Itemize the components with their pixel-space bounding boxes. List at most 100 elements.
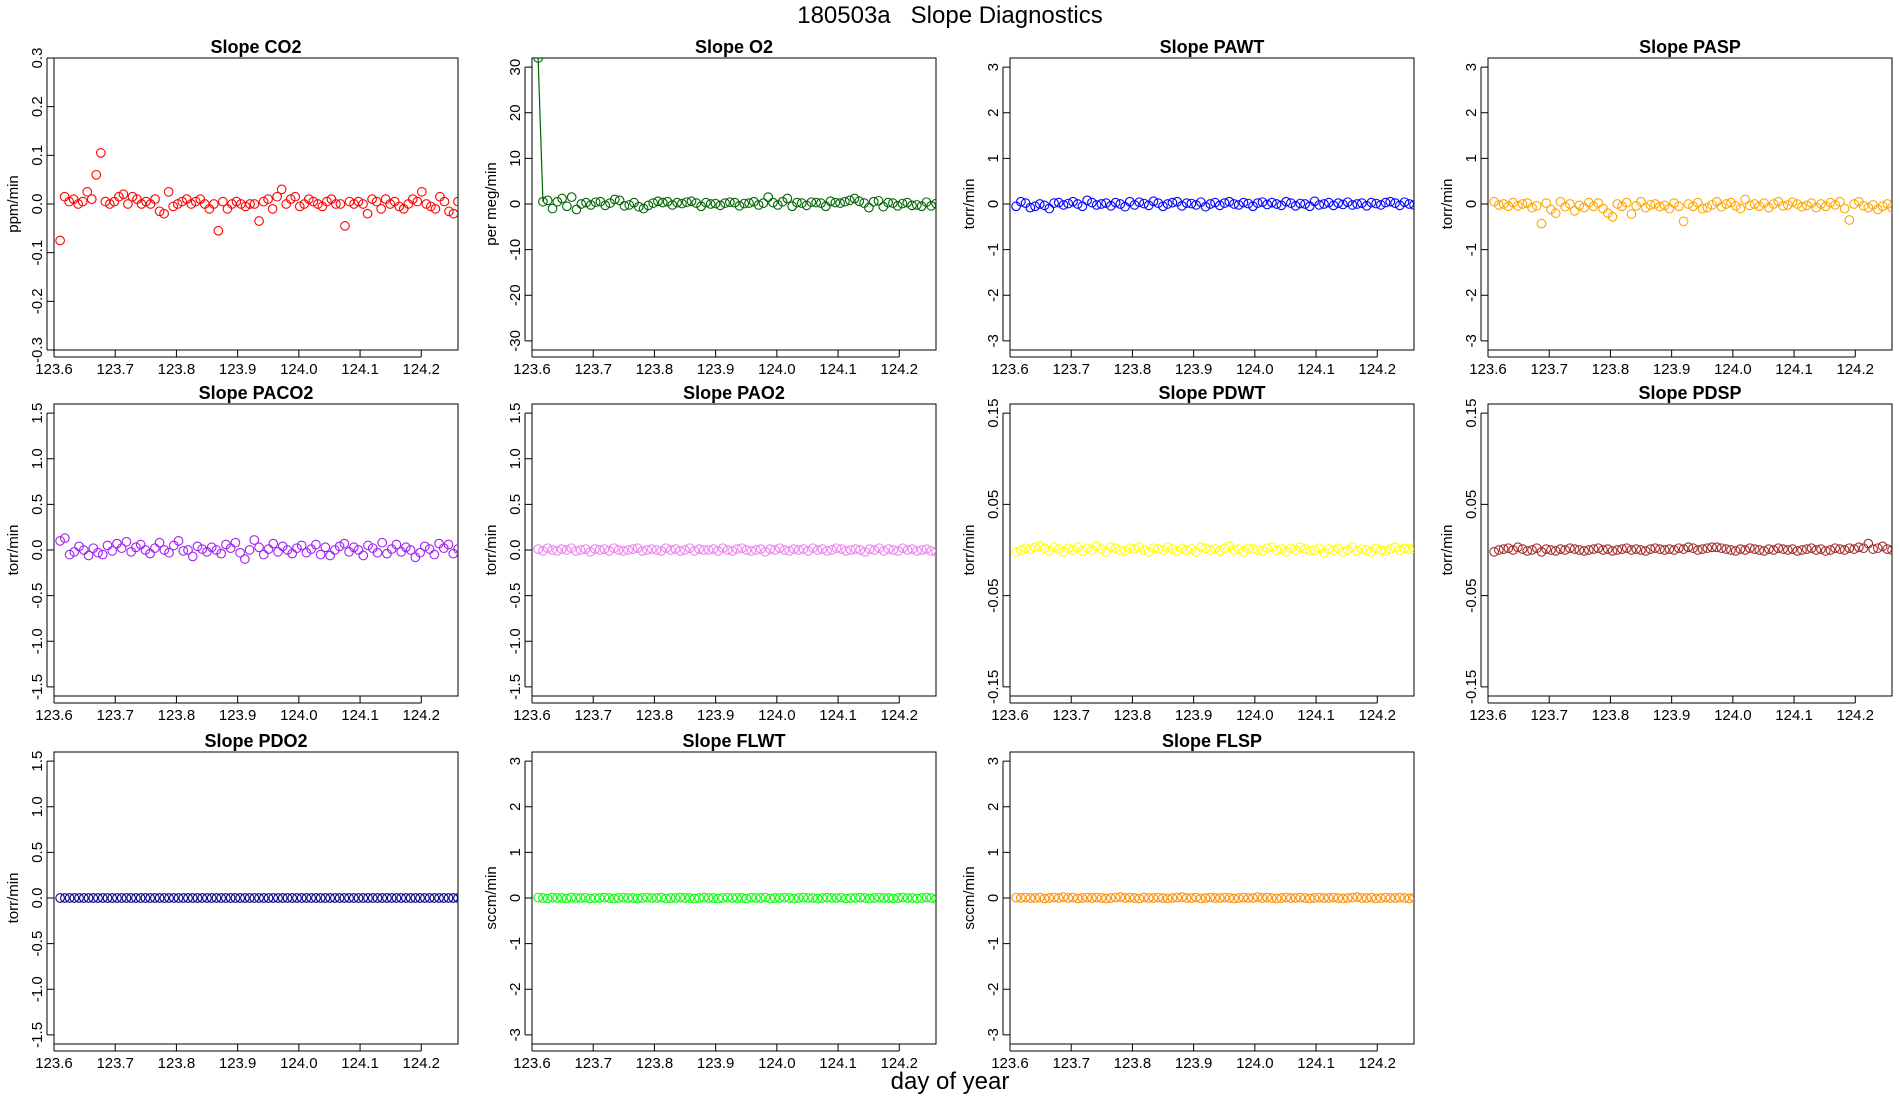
data-point: [727, 893, 738, 903]
data-point: [1830, 200, 1841, 210]
data-point: [371, 196, 382, 207]
data-point: [801, 200, 812, 211]
data-point: [1181, 545, 1192, 555]
data-point: [763, 192, 774, 203]
data-point: [1068, 545, 1078, 555]
y-tick-label: -0.15: [1463, 670, 1480, 704]
data-point: [211, 893, 222, 903]
y-tick-label: 1: [1463, 154, 1480, 162]
data-point: [831, 543, 842, 554]
data-point: [73, 199, 84, 209]
data-point: [681, 197, 692, 208]
data-point: [1702, 543, 1713, 554]
data-point: [1498, 199, 1509, 209]
data-point: [1257, 197, 1268, 208]
y-tick-label: 1: [507, 848, 524, 856]
x-tick-label: 123.7: [96, 1055, 134, 1072]
data-point: [154, 537, 165, 548]
y-tick-label: -30: [507, 330, 524, 352]
data-point: [1016, 545, 1026, 555]
data-point: [244, 893, 255, 903]
data-point: [410, 552, 421, 563]
panel-slope-flwt: Slope FLWT 123.6 123.7 123.8 123.9 124.0 124.1…: [483, 731, 937, 1072]
data-point: [879, 893, 889, 903]
data-point: [325, 893, 335, 903]
data-point: [580, 544, 591, 554]
data-point: [1120, 893, 1130, 903]
data-point: [396, 893, 407, 903]
y-tick-label: -1.5: [507, 674, 524, 700]
data-point: [686, 196, 697, 207]
data-point: [826, 893, 837, 903]
y-tick-label: 3: [985, 757, 1002, 765]
data-point: [1020, 198, 1031, 208]
y-tick-label: -3: [507, 1028, 524, 1041]
y-tick-label: 1.0: [29, 448, 46, 469]
series-points: [533, 543, 936, 557]
x-tick-label: 124.1: [1775, 707, 1813, 724]
data-point: [1385, 893, 1396, 903]
data-point: [1134, 542, 1145, 553]
panel-title: Slope PAO2: [683, 383, 785, 403]
data-point: [254, 542, 264, 553]
data-point: [131, 893, 141, 903]
data-point: [1361, 200, 1372, 211]
x-tick-label: 123.8: [636, 361, 674, 378]
data-point: [784, 893, 795, 903]
x-tick-label: 124.2: [402, 707, 440, 724]
data-point: [651, 545, 662, 555]
data-point: [363, 893, 373, 903]
data-point: [353, 893, 364, 903]
data-point: [1110, 197, 1121, 208]
panel-slope-pawt: Slope PAWT 123.6 123.7 123.8 123.9 124.0 124.1…: [961, 37, 1415, 378]
panel-title: Slope PAWT: [1160, 37, 1265, 57]
data-point: [1077, 893, 1088, 903]
data-point: [1124, 196, 1135, 207]
data-point: [1229, 545, 1239, 555]
data-point: [765, 893, 776, 904]
data-point: [172, 199, 183, 209]
data-point: [845, 545, 856, 555]
data-point: [230, 893, 241, 903]
data-point: [1607, 546, 1618, 556]
data-point: [296, 893, 307, 903]
data-point: [154, 206, 165, 217]
x-tick-label: 124.1: [819, 707, 857, 724]
data-point: [240, 893, 250, 903]
data-point: [926, 200, 936, 211]
data-point: [1546, 545, 1556, 555]
data-point: [642, 892, 652, 903]
data-point: [386, 544, 397, 554]
data-point: [183, 545, 193, 555]
data-point: [121, 536, 132, 547]
data-point: [657, 197, 668, 208]
data-point: [1768, 199, 1779, 209]
x-tick-label: 124.0: [1714, 361, 1752, 378]
data-point: [197, 893, 208, 903]
data-point: [55, 235, 65, 246]
data-point: [822, 892, 832, 903]
data-point: [192, 893, 203, 903]
data-point: [187, 893, 198, 903]
data-point: [1177, 892, 1187, 902]
data-point: [348, 893, 359, 903]
y-tick-label: -1.0: [29, 628, 46, 654]
data-point: [1787, 544, 1798, 554]
data-point: [273, 546, 283, 557]
data-point: [1252, 545, 1263, 555]
data-point: [638, 203, 649, 214]
data-point: [835, 198, 845, 208]
data-point: [1295, 198, 1306, 209]
data-point: [609, 194, 620, 205]
data-point: [542, 893, 553, 904]
data-point: [1574, 200, 1585, 211]
data-point: [1409, 892, 1414, 903]
data-point: [1366, 197, 1377, 208]
y-tick-label: 1.5: [29, 751, 46, 772]
x-tick-label: 124.1: [1297, 361, 1335, 378]
data-point: [358, 550, 369, 561]
y-tick-label: -2: [985, 289, 1002, 302]
data-point: [1162, 893, 1173, 904]
data-point: [656, 892, 667, 903]
